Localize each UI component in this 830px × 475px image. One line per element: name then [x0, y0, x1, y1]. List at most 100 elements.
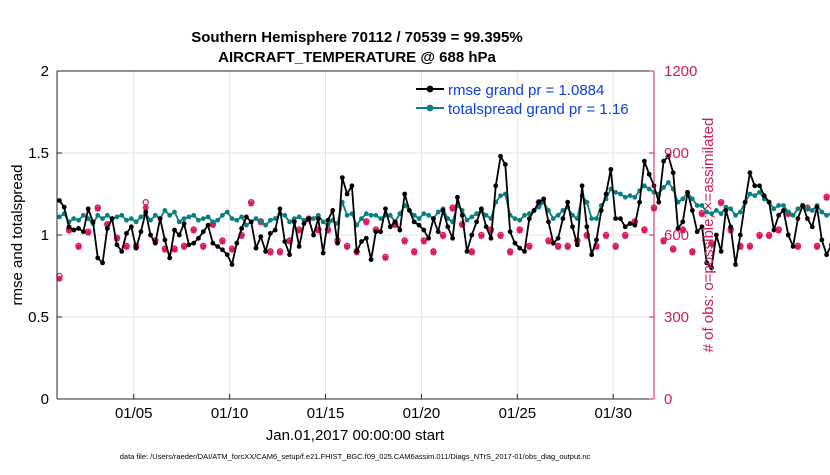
obs-assimilated-stroke	[699, 211, 705, 217]
rmse-point	[608, 167, 614, 172]
obs-assimilated-stroke	[680, 227, 686, 234]
totalspread-point	[421, 211, 427, 217]
rmse-point	[397, 227, 403, 233]
rmse-point	[172, 227, 177, 233]
rmse-point	[454, 194, 460, 200]
rmse-point	[742, 199, 748, 205]
rmse-point	[85, 206, 91, 212]
rmse-point	[555, 235, 561, 241]
rmse-point	[301, 221, 307, 226]
rmse-point	[196, 235, 201, 241]
totalspread-point	[71, 216, 77, 222]
legend: rmse grand pr = 1.0884 totalspread grand…	[416, 82, 629, 118]
rmse-point	[790, 244, 796, 249]
rmse-point	[637, 199, 643, 205]
y-right-tick-label: 1200	[664, 63, 697, 80]
rmse-point	[709, 265, 714, 271]
totalspread-point	[119, 212, 125, 218]
rmse-point	[761, 193, 767, 199]
totalspread-point	[224, 209, 230, 215]
totalspread-point	[555, 212, 561, 218]
totalspread-point	[234, 217, 240, 223]
totalspread-point	[311, 216, 316, 222]
series-lines	[56, 153, 830, 271]
rmse-point	[747, 170, 753, 176]
totalspread-point	[709, 211, 714, 217]
y-left-tick-label: 1.5	[28, 145, 49, 162]
obs-assimilated-marker	[440, 233, 447, 240]
rmse-point	[728, 224, 734, 230]
rmse-point	[435, 229, 441, 235]
rmse-point	[66, 224, 72, 230]
obs-assimilated-stroke	[775, 227, 782, 234]
rmse-point	[584, 224, 590, 230]
x-tick-label: 01/15	[307, 405, 345, 422]
rmse-point	[162, 237, 168, 243]
totalspread-point	[172, 209, 177, 215]
rmse-point	[200, 229, 206, 235]
totalspread-point	[757, 189, 762, 195]
totalspread-point	[100, 216, 105, 222]
obs-assimilated-marker	[449, 205, 456, 212]
totalspread-point	[56, 214, 62, 220]
totalspread-point	[344, 212, 350, 218]
rmse-point	[349, 183, 355, 189]
totalspread-point	[296, 214, 302, 220]
totalspread-point	[474, 211, 479, 217]
totalspread-point	[689, 196, 695, 202]
rmse-point	[517, 245, 523, 251]
totalspread-point	[215, 217, 221, 223]
obs-assimilated-marker	[382, 254, 389, 261]
obs-assimilated-stroke	[795, 244, 801, 250]
rmse-point	[661, 158, 666, 164]
rmse-point	[478, 206, 484, 212]
rmse-point	[287, 252, 292, 258]
totalspread-point	[661, 185, 666, 190]
totalspread-point	[200, 216, 206, 222]
totalspread-point	[704, 209, 710, 215]
totalspread-point	[315, 212, 321, 218]
totalspread-point	[282, 212, 288, 218]
rmse-point	[598, 208, 604, 213]
rmse-point	[104, 226, 110, 231]
totalspread-point	[546, 208, 551, 213]
totalspread-point	[809, 208, 815, 213]
chart-title-line-2: AIRCRAFT_TEMPERATURE @ 688 hPa	[218, 49, 496, 66]
rmse-point	[325, 217, 331, 223]
totalspread-point	[752, 193, 758, 199]
totalspread-point	[291, 216, 297, 222]
rmse-point	[733, 262, 738, 267]
y-axis-label-right: # of obs: o=possible; ×=assimilated	[700, 118, 717, 353]
obs-assimilated-stroke	[612, 244, 619, 250]
rmse-point	[368, 257, 374, 262]
rmse-point	[392, 219, 398, 225]
obs-assimilated-stroke	[526, 244, 533, 250]
x-tick-label: 01/20	[403, 405, 441, 422]
obs-assimilated-stroke	[814, 244, 820, 250]
rmse-point	[152, 240, 158, 246]
totalspread-point	[785, 209, 791, 215]
obs-assimilated-stroke	[555, 244, 561, 250]
y-left-tick-label: 2	[41, 63, 49, 80]
rmse-point	[282, 239, 288, 244]
rmse-point	[402, 191, 408, 197]
obs-assimilated-marker	[507, 249, 514, 256]
obs-assimilated-marker	[794, 244, 801, 251]
obs-assimilated-stroke	[411, 249, 418, 256]
totalspread-point	[133, 219, 139, 225]
rmse-point	[522, 249, 527, 254]
rmse-point	[191, 240, 197, 246]
totalspread-point	[152, 212, 158, 218]
rmse-point	[795, 216, 801, 222]
obs-assimilated-marker	[516, 227, 523, 234]
obs-assimilated-marker	[229, 246, 236, 253]
rmse-point	[80, 229, 86, 235]
rmse-point	[737, 232, 743, 238]
rmse-point	[407, 208, 412, 213]
obs-assimilated-stroke	[689, 249, 696, 256]
obs-assimilated-stroke	[660, 238, 667, 245]
rmse-point	[670, 170, 676, 176]
rmse-point	[646, 171, 652, 177]
obs-assimilated-stroke	[545, 238, 552, 245]
rmse-point	[426, 235, 432, 241]
